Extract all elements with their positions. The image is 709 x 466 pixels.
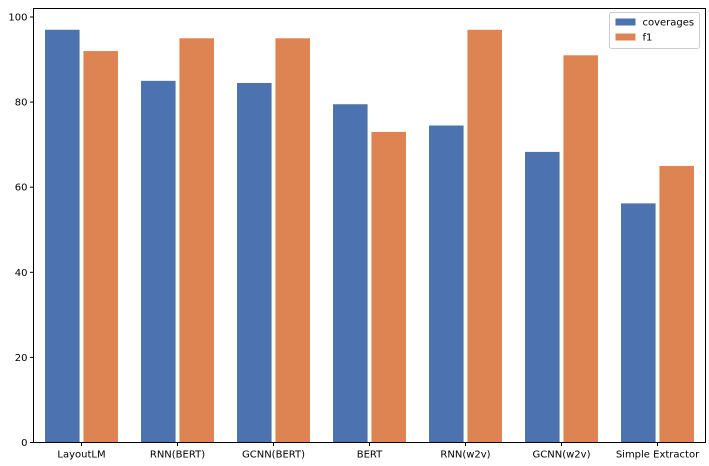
bar-coverages-3	[333, 104, 368, 443]
bar-coverages-5	[525, 151, 560, 443]
x-tick-label: Simple Extractor	[616, 450, 700, 461]
bar-f1-3	[371, 131, 406, 443]
x-tick-label: LayoutLM	[57, 450, 105, 461]
plot-bars	[45, 29, 694, 443]
legend: coverages f1	[609, 12, 700, 49]
y-tick-label: 60	[15, 183, 28, 194]
bar-f1-5	[563, 55, 598, 443]
bar-f1-2	[275, 38, 310, 443]
y-tick-label: 20	[15, 353, 28, 364]
legend-swatch-coverages	[615, 18, 636, 26]
x-tick-label: RNN(w2v)	[440, 450, 490, 461]
x-axis: LayoutLM RNN(BERT) GCNN(BERT) BERT RNN(w2v) G…	[57, 442, 700, 461]
bar-f1-0	[83, 51, 118, 443]
y-tick-label: 0	[21, 438, 27, 449]
bar-coverages-0	[45, 29, 80, 443]
bar-coverages-2	[237, 82, 272, 443]
legend-label-f1: f1	[643, 33, 653, 44]
y-tick-label: 80	[15, 98, 28, 109]
y-tick-label: 100	[8, 13, 27, 24]
legend-label-coverages: coverages	[643, 18, 695, 29]
bar-coverages-4	[429, 125, 464, 443]
legend-swatch-f1	[615, 33, 636, 41]
bar-f1-6	[659, 165, 694, 443]
x-tick-label: RNN(BERT)	[150, 450, 205, 461]
x-tick-label: BERT	[357, 450, 383, 461]
x-tick-label: GCNN(w2v)	[533, 450, 591, 461]
y-axis: 0 20 40 60 80 100	[8, 13, 34, 449]
y-tick-label: 40	[15, 268, 28, 279]
bar-f1-1	[179, 38, 214, 443]
plot-frame	[33, 8, 706, 443]
bar-f1-4	[467, 29, 502, 443]
bar-coverages-1	[141, 80, 176, 443]
bar-coverages-6	[621, 203, 656, 443]
x-tick-label: GCNN(BERT)	[242, 450, 305, 461]
